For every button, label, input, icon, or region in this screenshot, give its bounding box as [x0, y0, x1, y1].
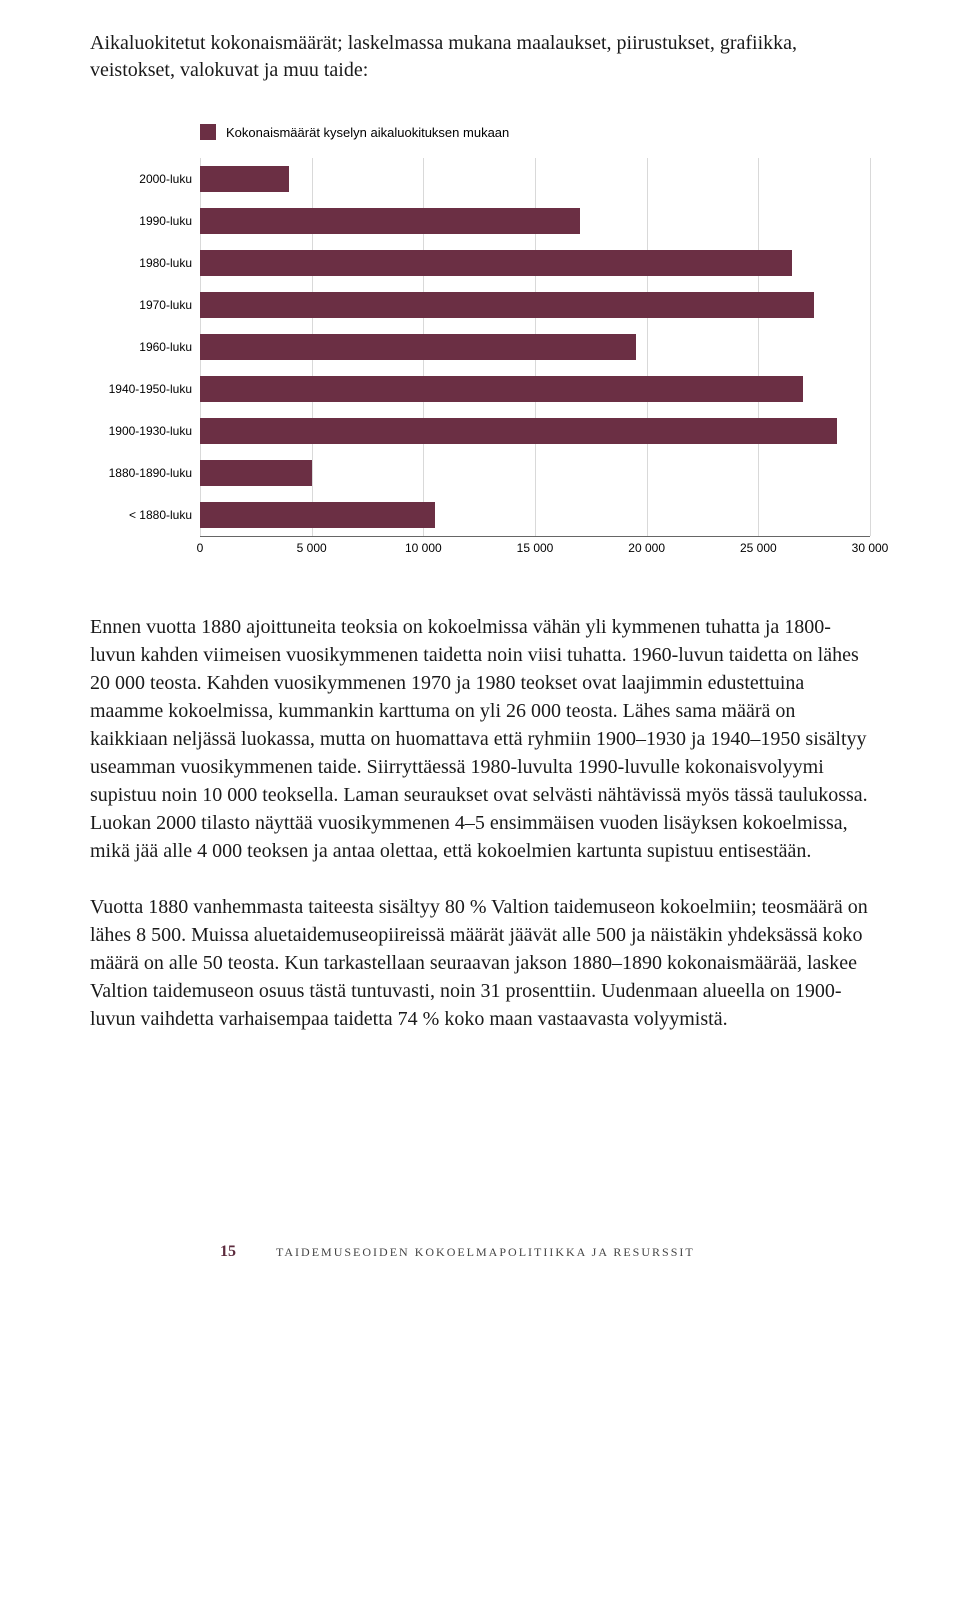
bar — [200, 166, 289, 192]
bar — [200, 250, 792, 276]
y-tick-label: 1960-luku — [90, 326, 200, 368]
x-tick-label: 10 000 — [405, 541, 442, 555]
chart-legend: Kokonaismäärät kyselyn aikaluokituksen m… — [200, 124, 870, 140]
bar-row — [200, 158, 870, 200]
gridline — [870, 158, 871, 536]
y-tick-label: 1900-1930-luku — [90, 410, 200, 452]
bar — [200, 208, 580, 234]
legend-swatch — [200, 124, 216, 140]
bar — [200, 376, 803, 402]
bar-row — [200, 200, 870, 242]
paragraph-2: Vuotta 1880 vanhemmasta taiteesta sisält… — [90, 893, 870, 1033]
bar-row — [200, 410, 870, 452]
y-tick-label: 1970-luku — [90, 284, 200, 326]
bar-row — [200, 494, 870, 536]
bar — [200, 334, 636, 360]
y-tick-label: 2000-luku — [90, 158, 200, 200]
x-tick-label: 20 000 — [628, 541, 665, 555]
bar-row — [200, 368, 870, 410]
y-tick-label: 1880-1890-luku — [90, 452, 200, 494]
x-tick-label: 15 000 — [517, 541, 554, 555]
y-tick-label: 1990-luku — [90, 200, 200, 242]
y-tick-label: < 1880-luku — [90, 494, 200, 536]
paragraph-1: Ennen vuotta 1880 ajoittuneita teoksia o… — [90, 613, 870, 865]
x-axis: 05 00010 00015 00020 00025 00030 000 — [200, 537, 870, 563]
bar — [200, 460, 312, 486]
x-tick-label: 25 000 — [740, 541, 777, 555]
footer-title: TAIDEMUSEOIDEN KOKOELMAPOLITIIKKA JA RES… — [276, 1245, 695, 1260]
bar-chart: Kokonaismäärät kyselyn aikaluokituksen m… — [90, 124, 870, 563]
y-tick-label: 1940-1950-luku — [90, 368, 200, 410]
bar — [200, 292, 814, 318]
bar-row — [200, 284, 870, 326]
bar-row — [200, 326, 870, 368]
y-axis-labels: 2000-luku1990-luku1980-luku1970-luku1960… — [90, 158, 200, 537]
intro-text: Aikaluokitetut kokonaismäärät; laskelmas… — [90, 30, 870, 84]
bar — [200, 502, 435, 528]
x-tick-label: 5 000 — [297, 541, 327, 555]
page-footer: 15 TAIDEMUSEOIDEN KOKOELMAPOLITIIKKA JA … — [90, 1243, 870, 1261]
plot-area — [200, 158, 870, 537]
x-tick-label: 0 — [197, 541, 204, 555]
legend-label: Kokonaismäärät kyselyn aikaluokituksen m… — [226, 125, 509, 140]
bar — [200, 418, 837, 444]
x-tick-label: 30 000 — [852, 541, 889, 555]
bar-row — [200, 242, 870, 284]
y-tick-label: 1980-luku — [90, 242, 200, 284]
page-number: 15 — [220, 1243, 236, 1261]
bar-row — [200, 452, 870, 494]
